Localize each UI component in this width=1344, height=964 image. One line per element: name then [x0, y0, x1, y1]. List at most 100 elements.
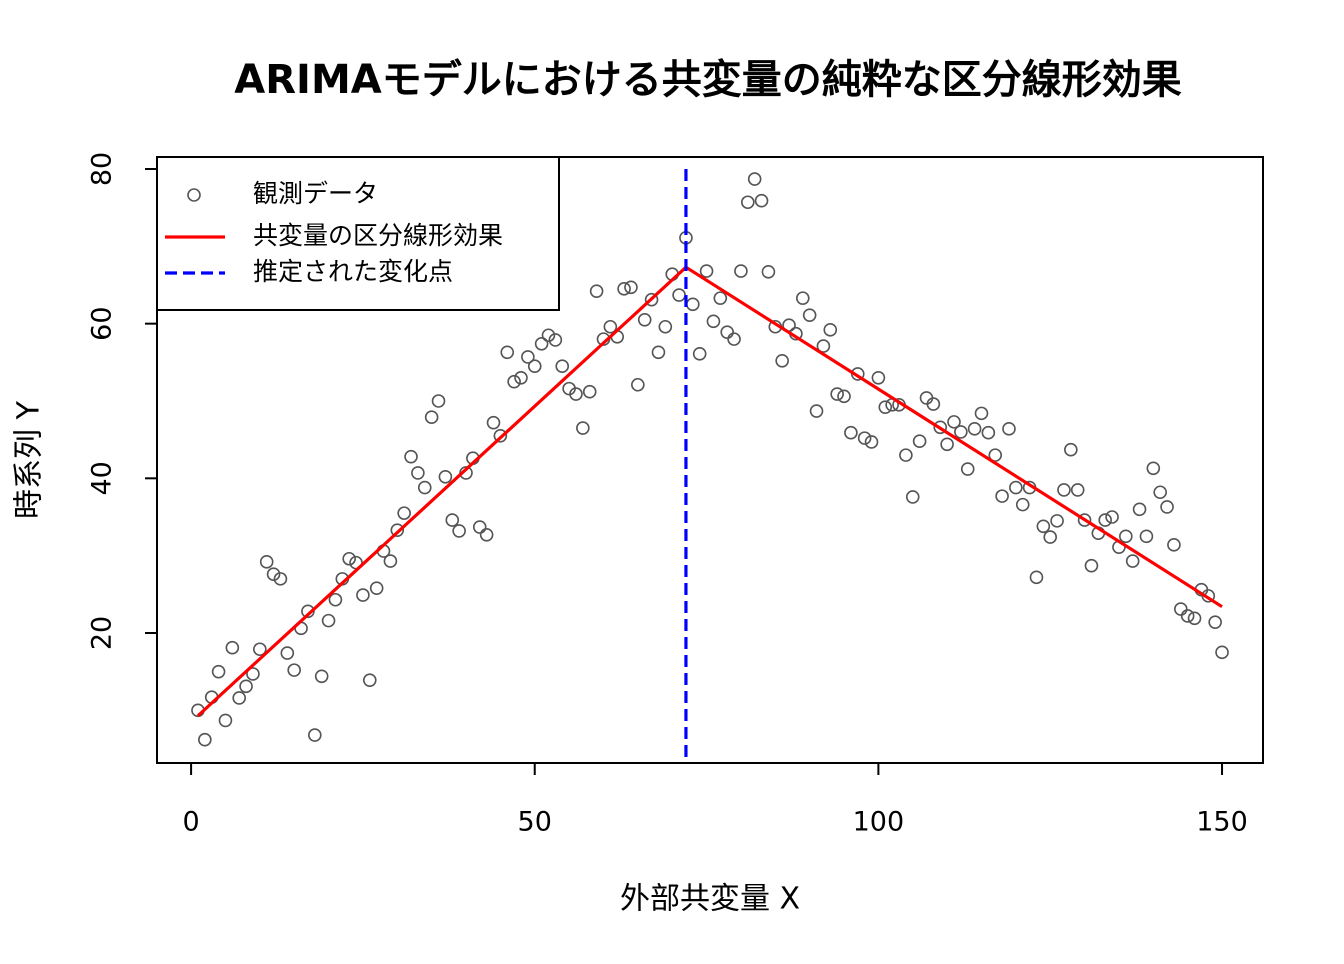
data-point [741, 195, 755, 210]
legend-symbol [187, 188, 201, 202]
data-point [479, 527, 494, 542]
data-point [1167, 538, 1181, 552]
data-point [287, 663, 301, 677]
data-point [795, 291, 810, 305]
data-point [1029, 570, 1044, 585]
data-point [301, 604, 315, 619]
data-point [521, 350, 535, 364]
data-point [273, 572, 288, 586]
data-point [1125, 554, 1140, 568]
data-point [1173, 602, 1188, 616]
data-point [280, 646, 295, 660]
data-point [362, 673, 377, 687]
data-point [232, 691, 247, 705]
data-point [1215, 645, 1229, 660]
data-point [727, 332, 741, 346]
data-point [383, 554, 398, 568]
data-point [211, 664, 226, 679]
data-point [452, 524, 466, 538]
data-point [534, 336, 549, 351]
data-point [1160, 500, 1174, 514]
data-point [809, 404, 824, 418]
data-point [631, 377, 645, 392]
data-point [837, 389, 851, 404]
data-point [266, 567, 281, 582]
data-point [878, 400, 893, 414]
data-point [754, 193, 769, 208]
legend-label: 共変量の区分線形効果 [253, 221, 503, 250]
data-point [239, 679, 253, 694]
data-point [569, 387, 583, 401]
data-point [802, 308, 817, 322]
data-point [1050, 514, 1064, 528]
legend-label: 観測データ [253, 179, 378, 208]
x-tick-label: 100 [853, 807, 905, 838]
data-point [720, 325, 734, 339]
data-point [603, 319, 618, 334]
data-point [576, 421, 590, 435]
data-point [974, 406, 989, 421]
data-point [417, 480, 432, 495]
data-point [314, 669, 329, 684]
data-point [507, 374, 521, 389]
data-point [816, 339, 831, 353]
data-point [253, 642, 267, 657]
data-point [864, 435, 879, 449]
data-point [926, 397, 941, 411]
data-point [356, 588, 370, 602]
data-point [390, 523, 405, 537]
data-point [912, 434, 927, 449]
data-point [582, 384, 597, 399]
data-point [308, 728, 322, 742]
data-point [1064, 442, 1078, 457]
data-point [967, 422, 982, 436]
data-point [1105, 510, 1119, 524]
data-point [692, 347, 707, 361]
data-point [830, 387, 844, 401]
data-point [981, 425, 996, 440]
data-point [988, 448, 1003, 462]
data-point [1119, 529, 1133, 544]
data-point [706, 314, 721, 329]
data-point [1146, 461, 1161, 476]
data-point [1057, 483, 1071, 497]
y-tick-label: 40 [87, 461, 118, 495]
data-point [960, 462, 975, 476]
data-point [555, 359, 570, 373]
data-point [404, 449, 418, 464]
data-point [514, 370, 528, 385]
data-point [823, 323, 838, 337]
y-axis-label: 時系列 Y [12, 400, 47, 519]
data-point [1036, 519, 1051, 534]
data-point [1084, 558, 1099, 573]
data-point [500, 345, 515, 360]
data-point [218, 713, 233, 728]
data-point [225, 640, 240, 655]
data-point [651, 345, 666, 360]
data-point [486, 415, 501, 430]
data-point [761, 265, 776, 279]
data-point [624, 280, 638, 295]
data-point [940, 437, 954, 452]
data-point [1132, 502, 1147, 517]
data-point [411, 466, 425, 480]
data-point [857, 431, 872, 445]
legend-label: 推定された変化点 [253, 257, 453, 286]
data-point [1002, 422, 1016, 436]
data-point [328, 592, 343, 607]
data-point [198, 732, 212, 747]
data-point [1187, 611, 1202, 626]
data-point [1043, 530, 1058, 544]
data-point [424, 410, 439, 425]
data-point [899, 448, 913, 462]
data-point [1098, 513, 1112, 527]
y-tick-label: 60 [87, 306, 118, 340]
data-point [1070, 483, 1085, 497]
data-point [1077, 513, 1092, 527]
data-point [589, 284, 604, 298]
plot-frame [156, 156, 1264, 764]
data-point [548, 333, 563, 347]
data-point [713, 291, 728, 305]
data-point [527, 359, 542, 373]
